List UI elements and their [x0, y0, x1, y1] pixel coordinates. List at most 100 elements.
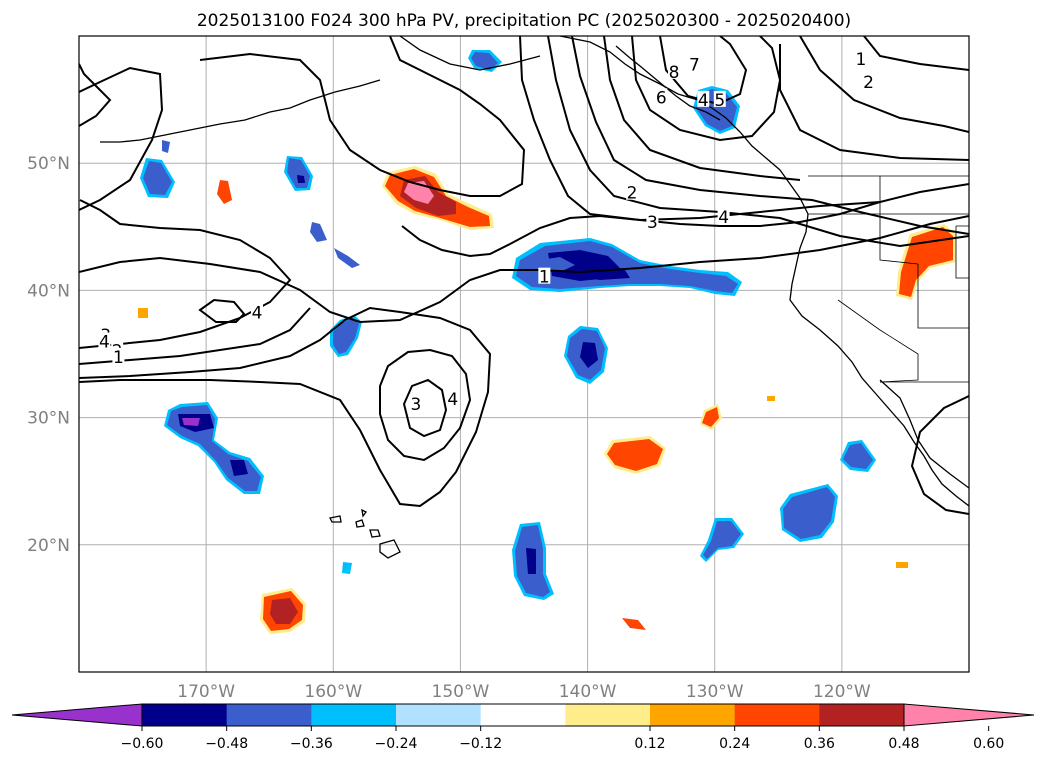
alaska-peninsula-coast [559, 36, 699, 101]
hawaii-islands [329, 508, 401, 559]
pv-label: 4 [698, 91, 709, 111]
pv-label-bg [98, 332, 111, 349]
graticule [79, 36, 969, 672]
precip-positive-blob [767, 396, 775, 401]
pv-contour-jet-2 [79, 199, 292, 349]
pv-label-bg [697, 90, 710, 107]
alaska-coast [100, 79, 381, 143]
pv-label: 1 [539, 268, 550, 288]
state-line [879, 176, 919, 265]
pv-label: 4 [447, 390, 458, 410]
colorbar-segment [480, 704, 566, 726]
plot-title: 2025013100 F024 300 hPa PV, precipitatio… [197, 11, 851, 31]
precip-positive-blob [622, 618, 646, 630]
lon-label: 120°W [813, 682, 871, 702]
pv-label: 7 [689, 55, 700, 75]
pv-label: 2 [863, 73, 874, 93]
precip-negative-blob [162, 140, 170, 153]
pv-contour-arc [199, 36, 526, 197]
colorbar-tick-label: 0.12 [634, 736, 665, 752]
pv-contour-northeast-3 [779, 44, 969, 161]
colorbar-segment [142, 704, 228, 726]
pv-contour-ridge-3 [547, 36, 969, 248]
pv-contour-small-4 [198, 298, 246, 323]
pv-label: 5 [714, 91, 725, 111]
lat-label: 50°N [27, 154, 70, 174]
colorbar-segment [396, 704, 482, 726]
precipitation-field [138, 50, 956, 634]
pv-label: 1 [856, 50, 867, 70]
lon-label: 140°W [559, 682, 617, 702]
precip-negative-blob [140, 158, 175, 198]
precip-negative-blob [310, 222, 327, 242]
pv-label-bg [446, 389, 459, 406]
pv-label-bg [112, 347, 125, 364]
map-area: 127865443213214434 [78, 35, 970, 673]
colorbar-tick-label: 0.36 [804, 736, 835, 752]
island [361, 508, 367, 518]
pv-contour-labels: 127865443213214434 [98, 50, 875, 415]
pv-label: 6 [656, 88, 667, 108]
colorbar-segment [311, 704, 397, 726]
pv-contour-southeast [910, 395, 969, 515]
state-line [917, 264, 969, 329]
pv-contour-ridge-2 [519, 36, 881, 222]
precip-negative-blob [342, 562, 352, 574]
pv-contour-trough-4 [402, 378, 448, 438]
colorbar-tick-label: −0.60 [121, 736, 164, 752]
island [355, 519, 365, 528]
pv-label-bg [626, 183, 639, 200]
lat-label: 40°N [27, 281, 70, 301]
precip-negative-blob [700, 518, 744, 562]
colorbar-segment [565, 704, 651, 726]
precip-negative-blob [512, 522, 554, 600]
precip-positive-blob [604, 436, 666, 474]
pv-label-bg [646, 212, 659, 229]
pv-label-bg [717, 207, 730, 224]
colorbar-tick-label: 0.48 [888, 736, 919, 752]
precip-negative-blob [780, 484, 838, 542]
pv-contours [79, 36, 969, 515]
state-line [955, 225, 969, 279]
pv-label: 4 [252, 303, 263, 323]
colorbar-segment [734, 704, 820, 726]
precip-negative-blob [164, 402, 264, 494]
pv-contour-jet-3 [79, 307, 311, 365]
island [369, 529, 381, 538]
pv-contour-jet-1 [79, 215, 969, 324]
longitude-labels: 170°W 160°W 150°W 140°W 130°W 120°W [177, 682, 871, 702]
pv-label-bg [862, 73, 875, 90]
pv-label-bg [655, 88, 668, 105]
colorbar-extend-low [11, 703, 143, 727]
political-borders [808, 175, 969, 383]
colorbar-frame [141, 703, 905, 727]
colorbar-tick-label: −0.24 [375, 736, 418, 752]
state-line [837, 299, 919, 383]
pv-label: 2 [627, 184, 638, 204]
precip-positive-blob [217, 180, 232, 204]
precip-positive-blob [260, 588, 306, 634]
latitude-labels: 50°N 40°N 30°N 20°N [27, 154, 70, 556]
colorbar-tick-label: 0.24 [719, 736, 750, 752]
lon-label: 130°W [686, 682, 744, 702]
colorbar-tick-label: 0.60 [973, 736, 1004, 752]
lon-label: 170°W [177, 682, 235, 702]
alaska-coast-north [399, 36, 541, 71]
map-frame [78, 35, 970, 673]
lat-label: 20°N [27, 536, 70, 556]
lon-label: 160°W [304, 682, 362, 702]
pv-contour-low-6 [631, 36, 782, 142]
pv-label-bg [668, 62, 681, 79]
precip-negative-blob [840, 440, 876, 472]
precip-negative-blob [564, 326, 608, 384]
precip-negative-blob [334, 248, 360, 268]
colorbar-segment [819, 704, 905, 726]
pv-label: 8 [669, 63, 680, 83]
pv-contour-jet-4 [79, 306, 492, 508]
precip-positive-blob [700, 404, 722, 430]
colorbar-tick-label: −0.12 [459, 736, 502, 752]
pv-contour-ridge-4 [571, 36, 969, 235]
pv-label-bg [538, 267, 551, 284]
precip-negative-blob [333, 318, 359, 354]
pv-contour-1-north [79, 66, 164, 211]
